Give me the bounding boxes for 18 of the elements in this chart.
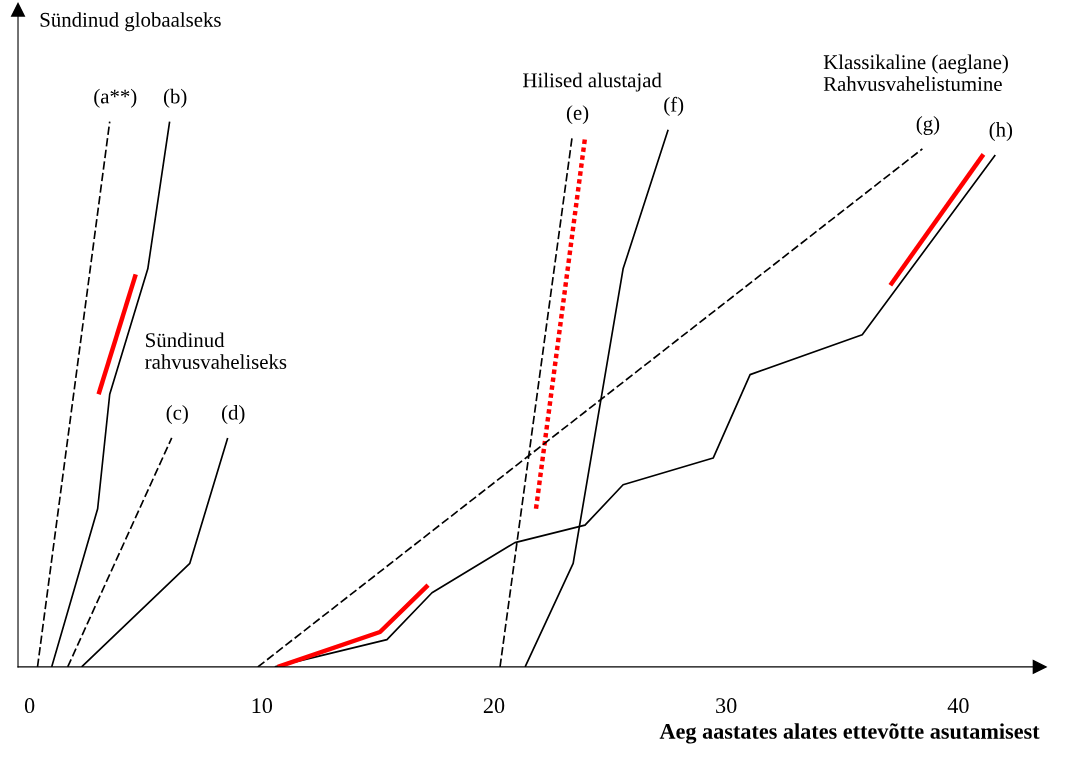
series-label: (h) [989, 122, 1013, 141]
text: Klassikaline (aeglane) Rahvusvahelistumine [823, 54, 1008, 92]
x-tick-label: 30 [716, 698, 737, 714]
series-label: (c) [166, 405, 188, 425]
series-label: (e) [566, 105, 589, 125]
x-tick-label: 10 [252, 698, 273, 714]
series-label: (f) [664, 96, 684, 116]
series-label: (b) [163, 88, 187, 108]
series-label: (a**) [94, 88, 137, 108]
x-tick-label: 40 [947, 698, 969, 714]
series-label: (d) [222, 405, 245, 425]
annotation: Sündinud rahvusvaheliseks [145, 332, 287, 369]
x-tick-label: 20 [483, 698, 505, 714]
text: Hilised alustajad [523, 72, 662, 92]
x-axis-title: Aeg aastates alates ettevõtte asutamisest [659, 723, 1040, 744]
text: Sündinud globaalseks [40, 12, 221, 32]
series-label: (g) [916, 116, 940, 135]
x-tick-label: 0 [24, 698, 35, 714]
